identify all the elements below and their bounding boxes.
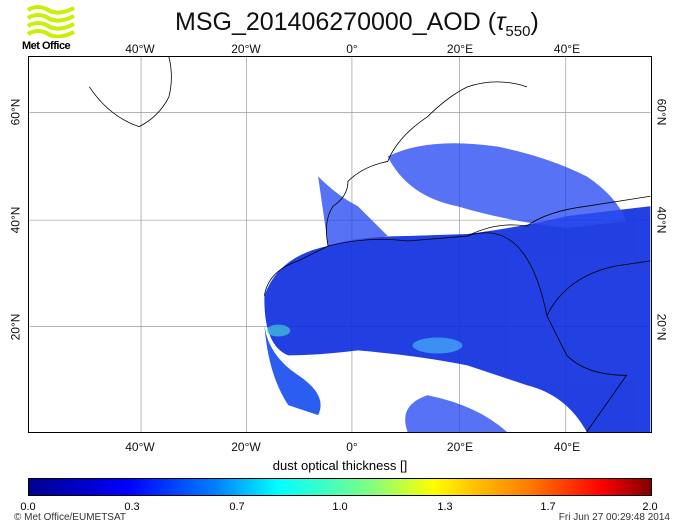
copyright: © Met Office/EUMETSAT: [14, 512, 127, 523]
lon-label-top: 0°: [346, 42, 358, 56]
colorbar-tick: 0.3: [124, 501, 140, 513]
lon-label-top: 40°E: [553, 42, 581, 56]
lat-label-left: 20°N: [8, 313, 23, 341]
lat-label-left: 40°N: [8, 206, 23, 234]
lon-label-bottom: 40°W: [125, 440, 155, 454]
colorbar-tick: 0.0: [20, 501, 36, 513]
colorbar-tick: 1.7: [540, 501, 556, 513]
timestamp: Fri Jun 27 00:29:48 2014: [558, 512, 670, 523]
colorbar: [28, 478, 652, 496]
colorbar-label: dust optical thickness []: [272, 458, 408, 473]
coastlines: [89, 57, 651, 432]
colorbar-tick: 2.0: [642, 501, 658, 513]
met-office-logo: [26, 5, 75, 38]
lon-label-top: 20°E: [446, 42, 474, 56]
lon-label-top: 20°W: [231, 42, 261, 56]
colorbar-tick: 1.3: [437, 501, 453, 513]
lat-label-right: 60°N: [654, 98, 669, 126]
lon-label-bottom: 40°E: [553, 440, 581, 454]
colorbar-tick: 1.0: [332, 501, 348, 513]
lon-label-bottom: 20°W: [231, 440, 261, 454]
dust-field: [264, 143, 651, 432]
aod-map: [28, 56, 652, 433]
lat-label-left: 60°N: [8, 98, 23, 126]
lon-label-top: 40°W: [125, 42, 155, 56]
map-title: MSG_201406270000_AOD (τ550): [175, 8, 539, 40]
colorbar-tick: 0.7: [229, 501, 245, 513]
lat-label-right: 40°N: [654, 206, 669, 234]
lon-label-bottom: 0°: [346, 440, 358, 454]
logo-text: Met Office: [22, 40, 71, 52]
lat-label-right: 20°N: [654, 313, 669, 341]
lon-label-bottom: 20°E: [446, 440, 474, 454]
